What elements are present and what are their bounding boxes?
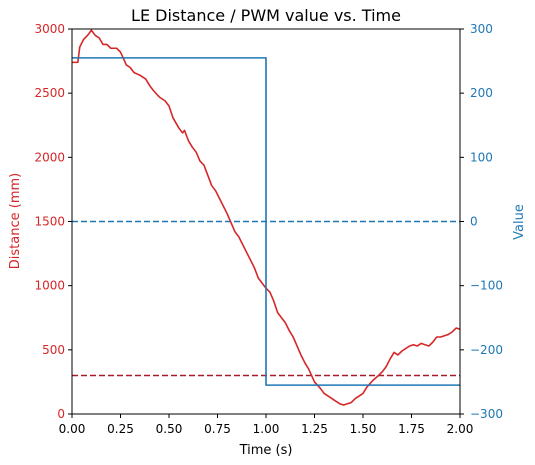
y-left-tick-label: 500 [42, 343, 65, 357]
y-left-tick-label: 0 [57, 407, 65, 421]
y-axis-right-label: Value [512, 204, 527, 240]
x-tick-label: 1.25 [301, 422, 328, 436]
x-axis-label: Time (s) [239, 443, 293, 458]
y-left-tick-label: 3000 [34, 22, 65, 36]
x-tick-label: 0.75 [204, 422, 231, 436]
pwm-series-line [72, 57, 460, 386]
y-left-tick-label: 1500 [34, 215, 65, 229]
y-right-tick-label: 0 [470, 215, 478, 229]
x-axis: 0.00 0.25 0.50 0.75 1.00 1.25 1.50 1.75 2.00 [59, 414, 474, 436]
x-tick-label: 0.25 [107, 422, 134, 436]
y-left-tick-label: 2000 [34, 150, 65, 164]
y-left-tick-label: 2500 [34, 86, 65, 100]
y-right-tick-label: −100 [470, 279, 503, 293]
y-left-tick-label: 1000 [34, 279, 65, 293]
x-tick-label: 0.00 [59, 422, 86, 436]
x-tick-label: 1.50 [350, 422, 377, 436]
x-tick-label: 1.00 [253, 422, 280, 436]
plot-area [72, 29, 461, 406]
y-axis-left-label: Distance (mm) [8, 173, 23, 269]
y-axis-left: 0 500 1000 1500 2000 2500 3000 [34, 22, 72, 421]
x-tick-label: 0.50 [156, 422, 183, 436]
x-tick-label: 1.75 [398, 422, 425, 436]
x-tick-label: 2.00 [447, 422, 474, 436]
y-right-tick-label: −300 [470, 407, 503, 421]
chart-title: LE Distance / PWM value vs. Time [131, 6, 401, 25]
y-right-tick-label: 200 [470, 86, 493, 100]
y-right-tick-label: 300 [470, 22, 493, 36]
y-axis-right: −300 −200 −100 0 100 200 300 [460, 22, 503, 421]
y-right-tick-label: −200 [470, 343, 503, 357]
y-right-tick-label: 100 [470, 150, 493, 164]
